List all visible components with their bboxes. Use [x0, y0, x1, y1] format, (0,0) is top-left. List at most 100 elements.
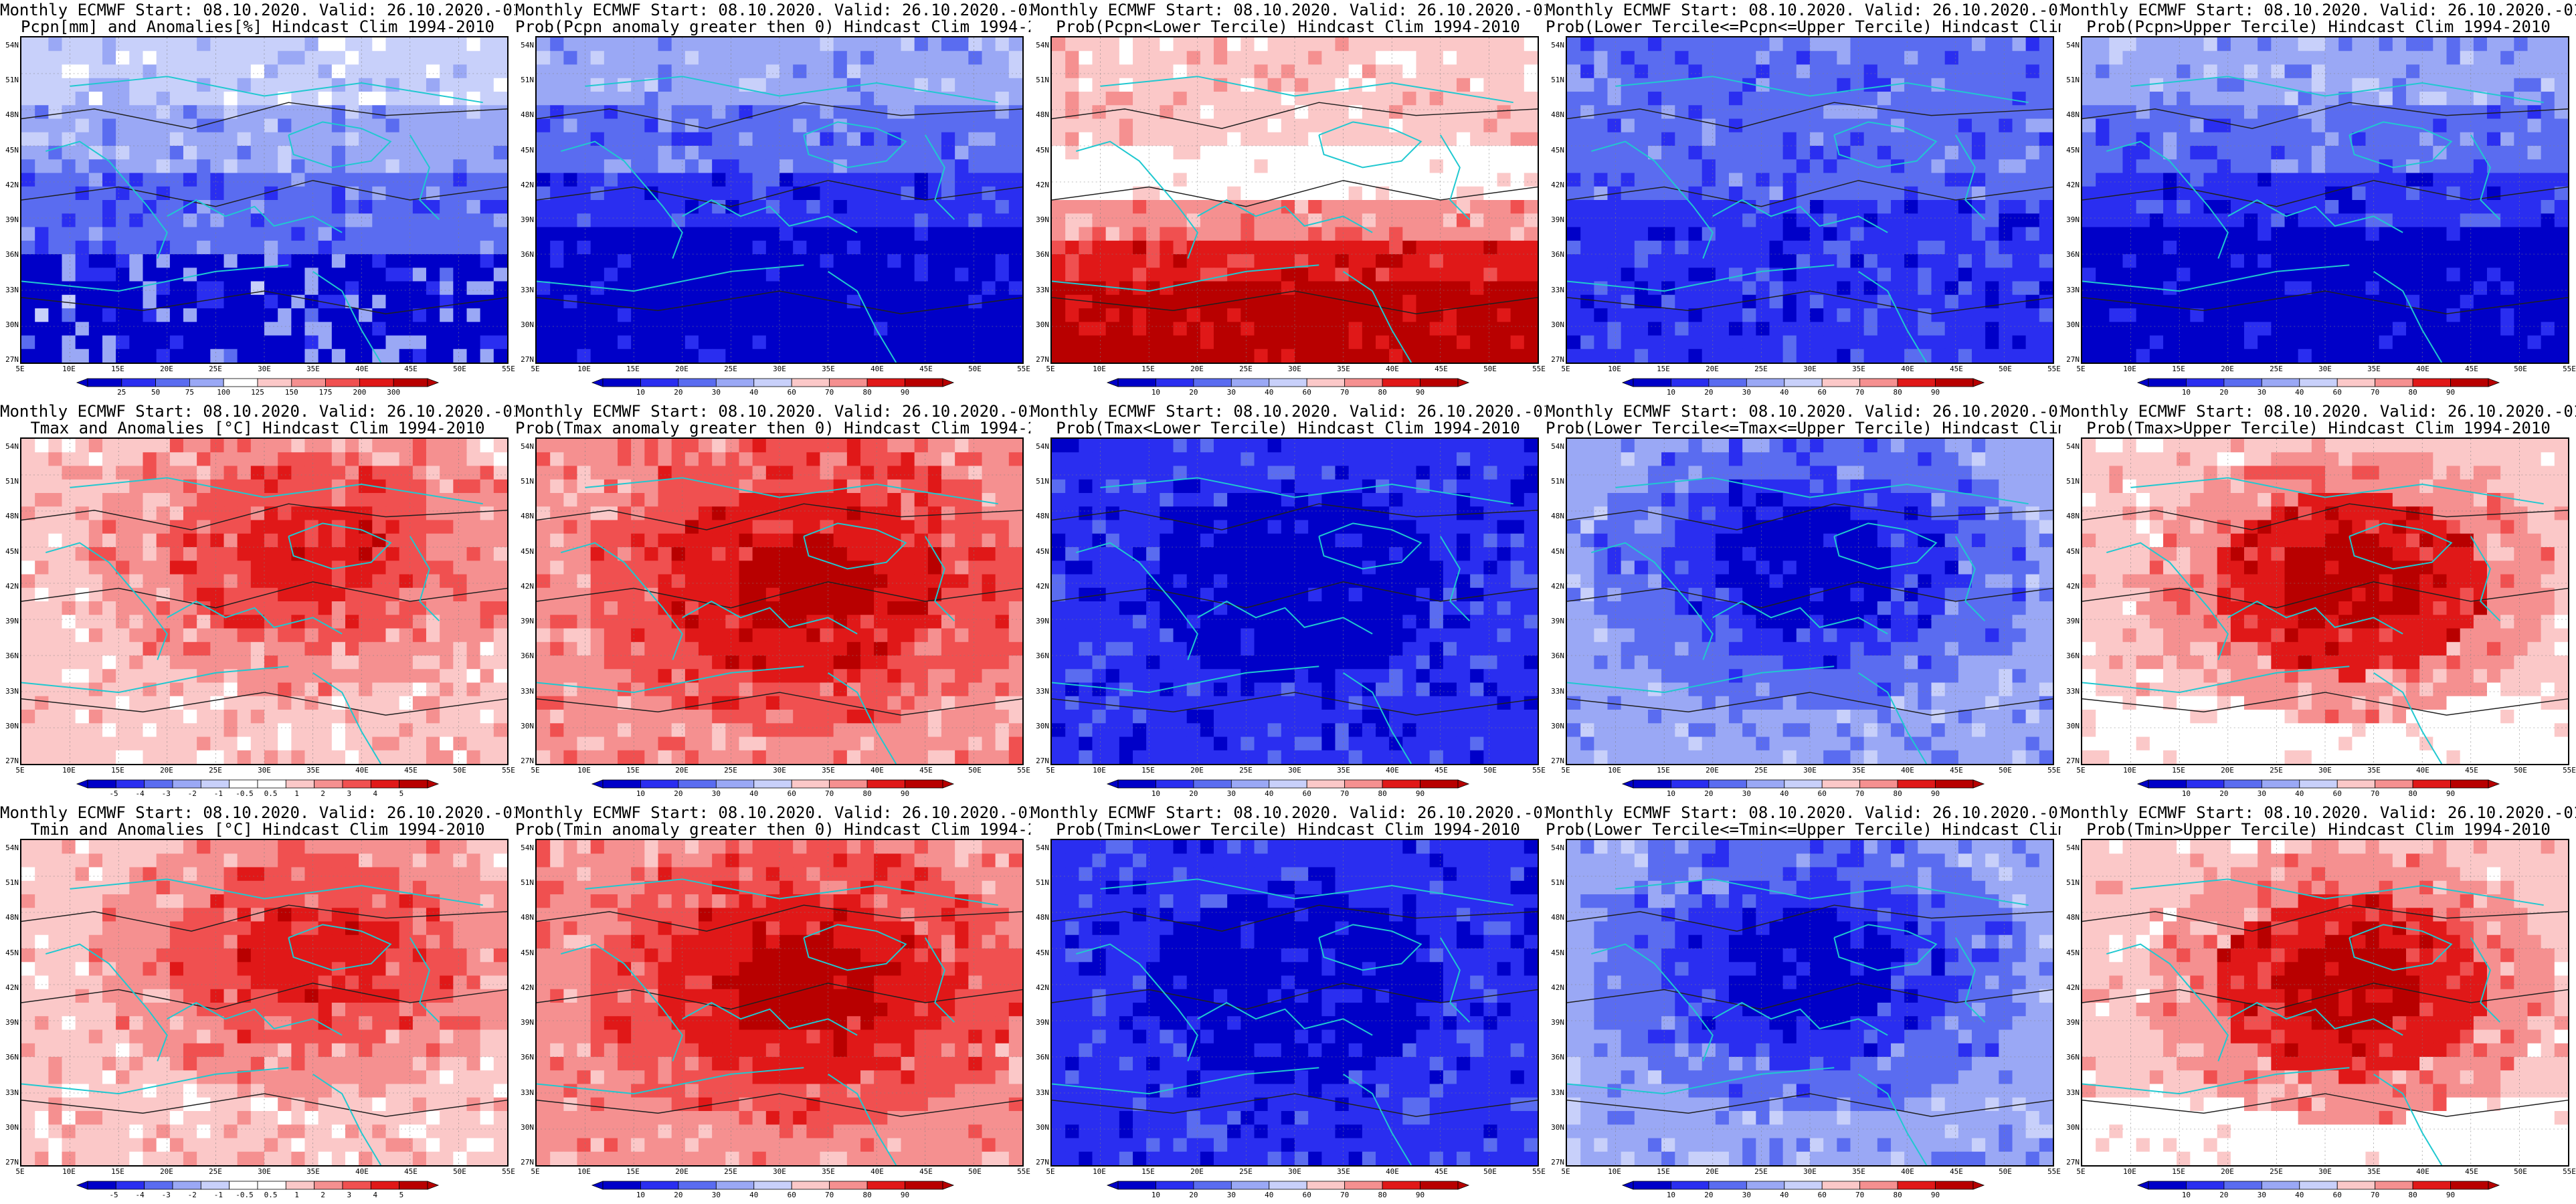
- map-field-cell: [1389, 240, 1403, 255]
- map-field-cell: [1429, 173, 1444, 187]
- map-field-cell: [2203, 200, 2218, 214]
- map-field-cell: [35, 520, 49, 534]
- colorbar-tick-label: 125: [251, 388, 264, 397]
- coastline: [537, 264, 804, 292]
- map-field-cell: [1321, 227, 1336, 241]
- map-field-cell: [1958, 105, 1972, 120]
- map-field-cell: [698, 254, 713, 268]
- map-field-cell: [2379, 51, 2393, 66]
- lat-tick-label: 30N: [1551, 320, 1564, 329]
- map-field-cell: [2203, 254, 2218, 268]
- map-field-cell: [1621, 348, 1635, 363]
- map-field-cell: [1985, 254, 1999, 268]
- map-field-cell: [1661, 105, 1675, 120]
- map-field-cell: [2554, 159, 2568, 174]
- map-field-cell: [2230, 308, 2245, 322]
- map-field-cell: [927, 78, 942, 92]
- map-field-cell: [2379, 254, 2393, 268]
- map-field-cell: [480, 132, 494, 146]
- map-field-cell: [1634, 268, 1649, 282]
- map-field-cell: [304, 335, 319, 350]
- coastline: [682, 199, 858, 233]
- map-field-cell: [1497, 254, 1511, 268]
- map-field-cell: [143, 348, 157, 363]
- map-field-cell: [1877, 64, 1892, 79]
- map-field-cell: [2025, 92, 2040, 106]
- map-field-cell: [725, 64, 740, 79]
- map-field-cell: [102, 227, 116, 241]
- map-field-cell: [537, 92, 551, 106]
- map-field-cell: [2136, 145, 2150, 160]
- map-field-cell: [1402, 118, 1417, 133]
- map-field-cell: [2446, 92, 2461, 106]
- map-panel: Monthly ECMWF Start: 08.10.2020. Valid: …: [2061, 0, 2576, 401]
- map-field-cell: [1348, 186, 1363, 201]
- map-field-cell: [35, 335, 49, 350]
- map-field-cell: [372, 213, 387, 228]
- map-field-cell: [1944, 240, 1959, 255]
- map-field-cell: [1904, 227, 1918, 241]
- map-field-cell: [806, 348, 821, 363]
- map-field-cell: [1524, 335, 1538, 350]
- map-field-cell: [1281, 254, 1295, 268]
- map-field-cell: [860, 200, 875, 214]
- map-field-cell: [1782, 322, 1797, 336]
- map-field-cell: [1240, 254, 1255, 268]
- map-field-cell: [1240, 268, 1255, 282]
- map-field-cell: [1416, 348, 1431, 363]
- map-field: [2081, 36, 2569, 364]
- map-field-cell: [955, 322, 969, 336]
- map-field-cell: [1742, 92, 1756, 106]
- map-field-cell: [793, 335, 807, 350]
- map-field-cell: [2446, 145, 2461, 160]
- map-field-cell: [143, 294, 157, 309]
- map-field-cell: [143, 145, 157, 160]
- map-field-cell: [2271, 159, 2286, 174]
- map-field-cell: [2392, 213, 2407, 228]
- map-field-cell: [183, 268, 197, 282]
- map-field-cell: [250, 227, 265, 241]
- map-field-cell: [1580, 227, 1594, 241]
- map-field-cell: [833, 145, 848, 160]
- map-field-cell: [671, 105, 686, 120]
- map-field-cell: [116, 268, 130, 282]
- colorbar-svg: [2136, 378, 2500, 387]
- map-field-cell: [1105, 64, 1120, 79]
- map-field-cell: [359, 506, 373, 521]
- colorbar-tick-label: 30: [1742, 388, 1751, 397]
- map-field-cell: [143, 254, 157, 268]
- map-field-cell: [1133, 281, 1147, 296]
- map-field-cell: [1267, 159, 1282, 174]
- map-field-cell: [75, 173, 90, 187]
- map-field-cell: [752, 105, 767, 120]
- map-field-cell: [143, 520, 157, 534]
- map-field-cell: [806, 308, 821, 322]
- map-field-cell: [752, 78, 767, 92]
- map-field-cell: [1510, 132, 1525, 146]
- map-field-cell: [1416, 64, 1431, 79]
- map-field-cell: [1008, 64, 1022, 79]
- map-field-cell: [901, 186, 915, 201]
- map-field-cell: [1295, 105, 1309, 120]
- map-field-cell: [156, 186, 171, 201]
- lon-tick-label: 55E: [502, 365, 515, 373]
- map-field-cell: [2541, 37, 2555, 52]
- map-field-cell: [169, 294, 184, 309]
- map-field-cell: [2136, 213, 2150, 228]
- map-field-cell: [359, 186, 373, 201]
- map-field-cell: [1483, 105, 1498, 120]
- map-field-cell: [156, 335, 171, 350]
- map-field-cell: [1944, 78, 1959, 92]
- map-field-cell: [1510, 64, 1525, 79]
- map-field-cell: [1701, 78, 1716, 92]
- map-field-cell: [1416, 268, 1431, 282]
- map-field-cell: [2122, 213, 2137, 228]
- map-field-cell: [846, 105, 861, 120]
- map-field-cell: [129, 322, 144, 336]
- map-field-cell: [440, 118, 454, 133]
- map-field-cell: [399, 186, 413, 201]
- coastline: [561, 140, 683, 259]
- map-field-cell: [143, 322, 157, 336]
- map-field-cell: [1092, 348, 1107, 363]
- colorbar: [591, 378, 955, 387]
